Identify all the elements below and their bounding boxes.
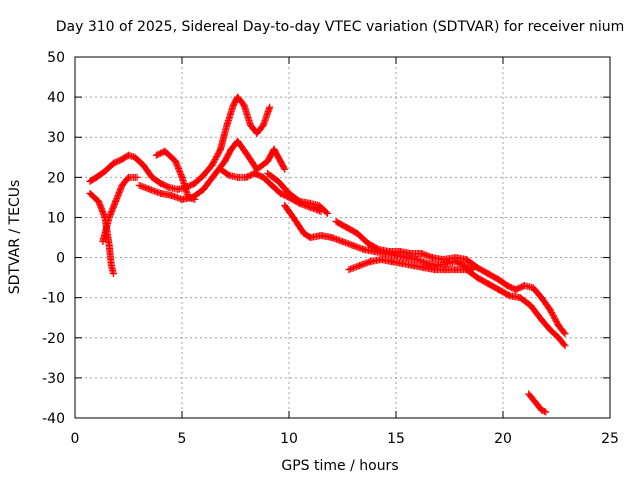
data-point (540, 407, 548, 415)
chart-title: Day 310 of 2025, Sidereal Day-to-day VTE… (56, 19, 625, 35)
data-point (110, 270, 118, 278)
data-point (324, 209, 332, 217)
data-point (542, 408, 550, 416)
data-point (266, 103, 274, 111)
y-tick-label: 0 (56, 251, 65, 267)
plot-area (74, 56, 611, 419)
data-point (224, 170, 232, 178)
data-point (560, 340, 568, 348)
grid (75, 57, 610, 418)
data-point (133, 173, 141, 181)
data-points (86, 93, 569, 416)
y-tick-label: 30 (47, 130, 65, 146)
data-point (281, 165, 289, 173)
y-axis-label: SDTVAR / TECUs (7, 180, 23, 295)
axis-ticks: 0 5 10 15 20 25 -40 -30 -20 -10 0 10 20 30 40 50 (42, 50, 619, 447)
x-tick-label: 20 (494, 431, 512, 447)
x-tick-label: 5 (178, 431, 187, 447)
y-tick-label: 40 (47, 90, 65, 106)
data-point (216, 147, 224, 155)
data-point (561, 330, 569, 338)
y-tick-label: 10 (47, 210, 65, 226)
y-tick-label: -40 (42, 411, 65, 427)
y-tick-label: -20 (42, 331, 65, 347)
x-axis-label: GPS time / hours (281, 458, 398, 474)
y-tick-label: 20 (47, 170, 65, 186)
data-point (468, 265, 476, 273)
x-tick-label: 15 (387, 431, 405, 447)
data-point (280, 164, 288, 172)
data-point (560, 328, 568, 336)
y-tick-label: -30 (42, 371, 65, 387)
x-tick-label: 10 (280, 431, 298, 447)
y-tick-label: 50 (47, 50, 65, 66)
data-point (322, 208, 330, 216)
data-point (469, 266, 477, 274)
x-tick-label: 0 (71, 431, 80, 447)
data-point (191, 195, 199, 203)
data-point (164, 183, 172, 191)
y-tick-label: -10 (42, 291, 65, 307)
x-tick-label: 25 (601, 431, 619, 447)
data-point (561, 342, 569, 350)
